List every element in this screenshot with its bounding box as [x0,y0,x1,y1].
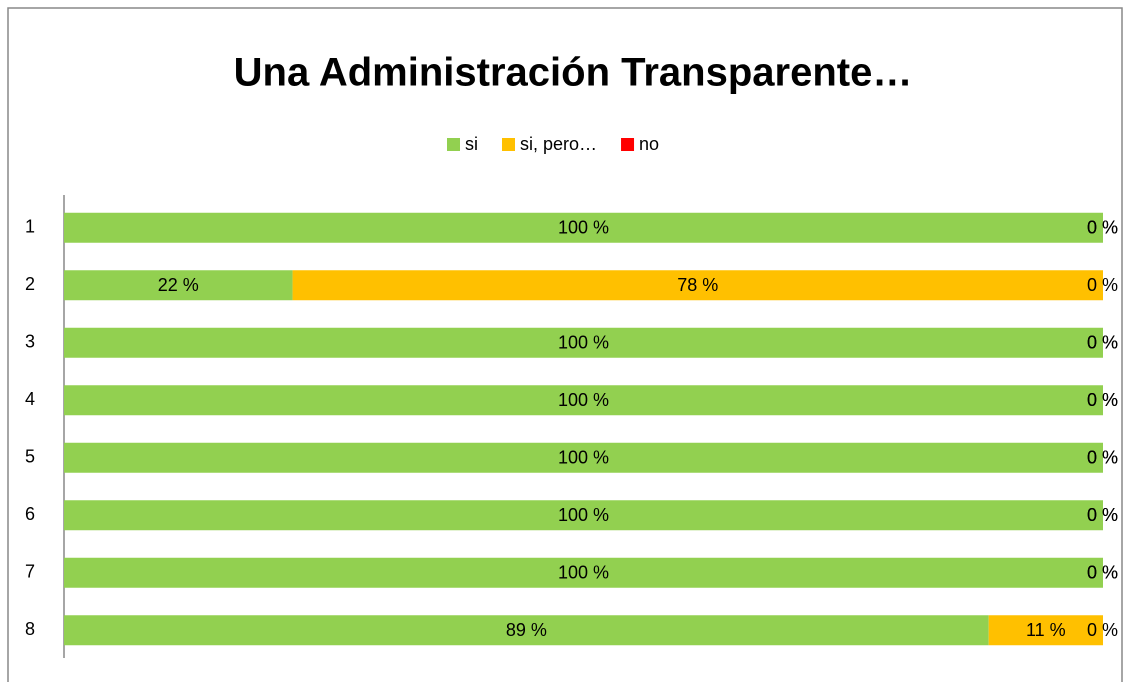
data-label: 0 % [1087,448,1118,468]
y-tick-label: 8 [25,619,35,639]
bar-segment [64,327,1103,358]
y-tick-label: 6 [25,504,35,524]
data-label: 0 % [1087,505,1118,525]
legend-swatch [621,138,635,151]
data-label: 89 % [506,620,547,640]
y-tick-label: 7 [25,562,35,582]
bar-segment [64,557,1103,588]
legend-swatch [502,138,515,151]
data-label: 100 % [558,390,609,410]
data-label: 100 % [558,563,609,583]
data-label: 78 % [677,275,718,295]
data-label: 0 % [1087,218,1118,238]
y-tick-label: 3 [25,332,35,352]
y-tick-label: 1 [25,217,35,237]
data-label: 100 % [558,448,609,468]
chart-title: Una Administración Transparente… [234,51,913,95]
legend-label: si [465,134,478,154]
data-label: 0 % [1087,390,1118,410]
y-tick-label: 5 [25,447,35,467]
bar-segment [64,212,1103,243]
bar-segment [64,615,989,646]
data-label: 0 % [1087,275,1118,295]
legend-swatch [447,138,460,151]
data-label: 0 % [1087,333,1118,353]
bar-segment [292,270,1104,301]
data-label: 100 % [558,333,609,353]
legend-label: si, pero… [520,134,597,154]
data-label: 0 % [1087,563,1118,583]
y-tick-label: 4 [25,389,35,409]
legend-label: no [639,134,659,154]
data-label: 0 % [1087,390,1118,410]
data-label: 100 % [558,505,609,525]
data-label: 0 % [1087,448,1118,468]
data-label: 0 % [1087,505,1118,525]
bar-segment [988,615,1103,646]
bar-segment [64,500,1103,531]
data-label: 0 % [1087,333,1118,353]
data-label: 22 % [158,275,199,295]
bar-segment [64,270,293,301]
data-label: 0 % [1087,218,1118,238]
bar-segment [64,442,1103,473]
data-label: 11 % [1026,620,1066,640]
y-tick-label: 2 [25,274,35,294]
data-label: 100 % [558,218,609,238]
data-label: 0 % [1087,563,1118,583]
data-label: 0 % [1087,620,1118,640]
bar-segment [64,385,1103,416]
